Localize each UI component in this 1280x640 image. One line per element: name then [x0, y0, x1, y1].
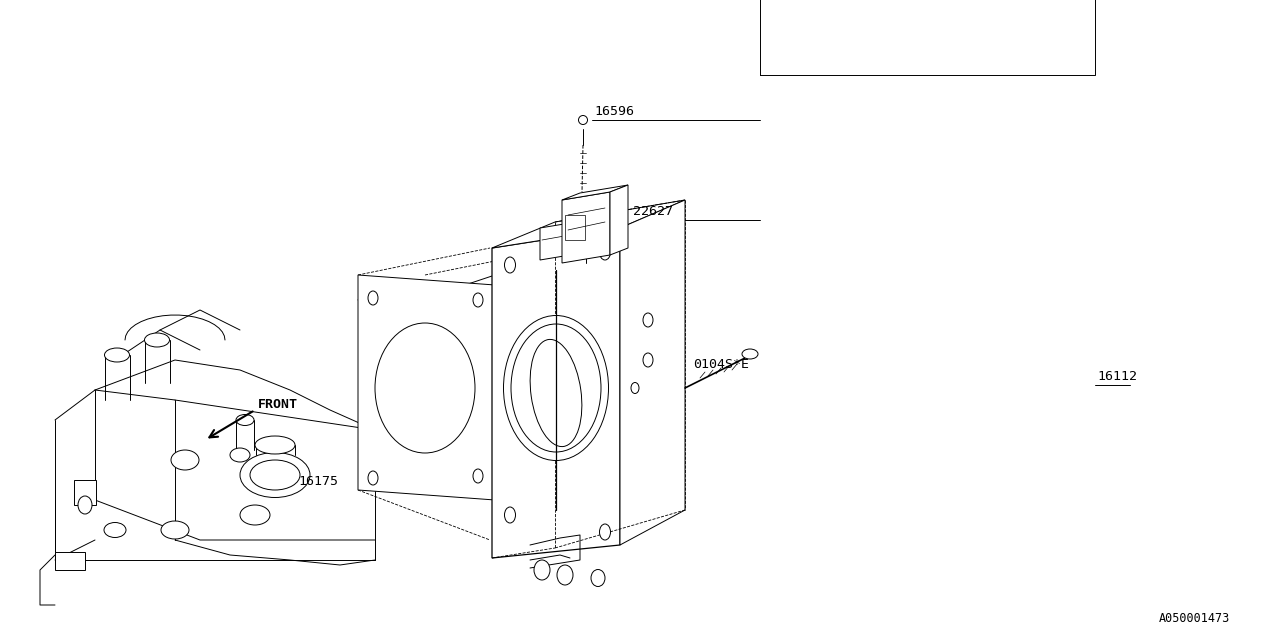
Ellipse shape — [145, 333, 169, 347]
Ellipse shape — [579, 115, 588, 125]
Text: 16596: 16596 — [594, 105, 634, 118]
Ellipse shape — [255, 436, 294, 454]
Ellipse shape — [742, 349, 758, 359]
Ellipse shape — [172, 450, 198, 470]
Ellipse shape — [241, 505, 270, 525]
Ellipse shape — [591, 570, 605, 586]
Ellipse shape — [599, 244, 611, 260]
Ellipse shape — [78, 496, 92, 514]
Ellipse shape — [230, 448, 250, 462]
Ellipse shape — [369, 291, 378, 305]
Ellipse shape — [557, 565, 573, 585]
Polygon shape — [620, 200, 685, 545]
Ellipse shape — [474, 469, 483, 483]
Polygon shape — [492, 228, 620, 558]
Ellipse shape — [474, 293, 483, 307]
Ellipse shape — [375, 323, 475, 453]
Text: 16175: 16175 — [298, 475, 338, 488]
Text: A050001473: A050001473 — [1158, 612, 1230, 625]
Bar — [74, 480, 96, 505]
Polygon shape — [562, 185, 628, 200]
Text: 22627: 22627 — [634, 205, 673, 218]
Polygon shape — [492, 200, 685, 248]
Bar — [760, 0, 1094, 75]
Ellipse shape — [511, 324, 602, 452]
Ellipse shape — [241, 452, 310, 497]
Ellipse shape — [631, 383, 639, 394]
Ellipse shape — [503, 316, 608, 461]
Text: 0104S*E: 0104S*E — [692, 358, 749, 371]
Bar — [564, 215, 585, 240]
Ellipse shape — [105, 348, 129, 362]
Polygon shape — [611, 185, 628, 255]
Polygon shape — [540, 218, 600, 260]
Ellipse shape — [161, 521, 189, 539]
Polygon shape — [358, 275, 495, 500]
Ellipse shape — [643, 313, 653, 327]
Ellipse shape — [504, 507, 516, 523]
Ellipse shape — [530, 339, 582, 447]
Polygon shape — [562, 192, 611, 263]
Ellipse shape — [369, 471, 378, 485]
Ellipse shape — [504, 257, 516, 273]
Ellipse shape — [599, 524, 611, 540]
Ellipse shape — [534, 560, 550, 580]
Text: 16112: 16112 — [1097, 370, 1137, 383]
Ellipse shape — [236, 415, 253, 426]
Bar — [55, 552, 84, 570]
Ellipse shape — [250, 460, 300, 490]
Ellipse shape — [104, 522, 125, 538]
Text: FRONT: FRONT — [259, 398, 298, 411]
Ellipse shape — [643, 353, 653, 367]
